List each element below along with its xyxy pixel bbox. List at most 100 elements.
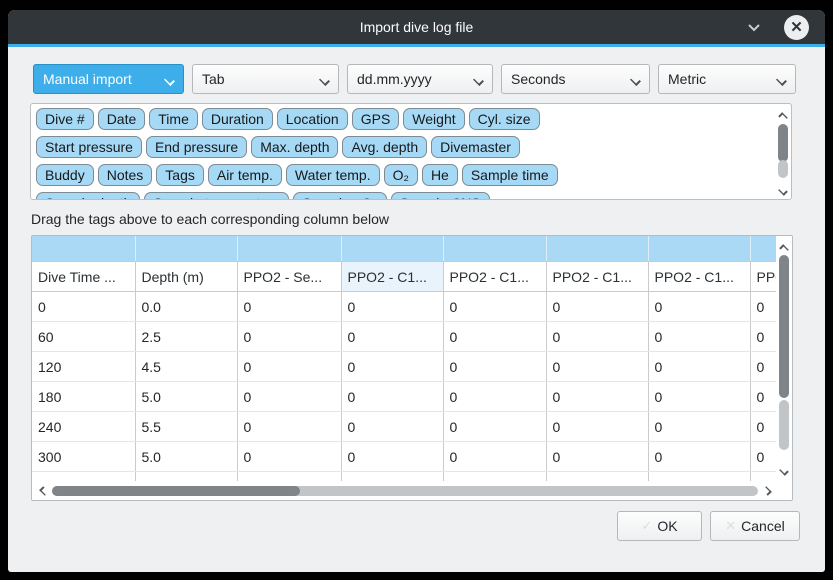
field-tag[interactable]: GPS [351,108,400,130]
header-row: Dive Time ... Depth (m) PPO2 - Se... PPO2 -… [32,261,776,292]
field-tag[interactable]: Sample time [461,164,558,186]
scroll-down-icon[interactable] [779,466,789,476]
table-cell: 0 [750,291,776,322]
duration-format-select[interactable]: Seconds [501,64,650,94]
partial-row [32,471,776,481]
field-tag[interactable]: End pressure [145,136,248,158]
column-drop-target[interactable] [237,236,342,262]
scroll-up-icon[interactable] [778,110,788,120]
field-tag[interactable]: Cyl. size [468,108,540,130]
field-tag[interactable]: Tags [156,164,204,186]
field-tag[interactable]: He [421,164,458,186]
field-tag[interactable]: Sample depth [36,192,141,199]
table-cell: 0 [546,411,649,442]
scroll-up-icon[interactable] [779,242,789,252]
instruction-text: Drag the tags above to each correspondin… [31,211,389,227]
import-mode-select[interactable]: Manual import [33,64,184,94]
column-header: PPO2 - C1... [750,261,776,292]
table-cell: 0 [341,381,444,412]
table-row: 60 2.5 0 0 0 0 0 0 [32,321,776,352]
table-row: 180 5.0 0 0 0 0 0 0 [32,381,776,412]
tag-row: Buddy Notes Tags Air temp. Water temp. O₂ He Sa… [36,164,769,186]
date-format-select[interactable]: dd.mm.yyyy [347,64,493,94]
table-cell: 0 [750,351,776,382]
field-tag[interactable]: Max. depth [251,136,339,158]
column-header: Dive Time ... [32,261,136,292]
field-tag[interactable]: Sample pO₂ [293,192,387,199]
cancel-button[interactable]: ✕ Cancel [710,511,800,541]
cancel-icon: ✕ [725,518,737,533]
field-tag[interactable]: Water temp. [285,164,380,186]
ok-button-label: OK [657,518,678,534]
cancel-button-label: Cancel [741,518,785,534]
field-tag[interactable]: Date [97,108,146,130]
chevron-down-icon [631,75,640,84]
table-cell: 0 [546,441,649,472]
field-tag[interactable]: Time [149,108,198,130]
scroll-right-icon[interactable] [762,486,772,496]
table-cell: 0.0 [135,291,238,322]
field-tag[interactable]: Weight [403,108,465,130]
drop-target-row [32,236,776,262]
table-vscroll-track[interactable] [779,400,789,450]
column-drop-target[interactable] [341,236,444,262]
column-drop-target[interactable] [443,236,547,262]
ok-button[interactable]: ✓ OK [617,511,702,541]
column-drop-target[interactable] [750,236,776,262]
table-hscroll-thumb[interactable] [52,486,300,496]
table-hscroll-track[interactable] [52,486,758,496]
table-cell: 5.5 [135,411,238,442]
field-tag[interactable]: Sample CNS [390,192,490,199]
tags-scrollbar[interactable] [777,110,789,196]
field-tag[interactable]: O₂ [383,164,418,186]
table-cell: 0 [546,321,649,352]
table-cell: 0 [750,441,776,472]
tag-row: Dive # Date Time Duration Location GPS Weight C… [36,108,769,130]
tags-scrollbar-track[interactable] [778,160,788,178]
table-cell: 0 [443,291,547,322]
titlebar[interactable]: Import dive log file ✕ [8,10,825,44]
field-tag[interactable]: Start pressure [36,136,142,158]
table-cell: 0 [546,351,649,382]
table-horizontal-scrollbar[interactable] [34,485,774,497]
field-tag[interactable]: Sample temperature [144,192,290,199]
table-cell: 0 [750,381,776,412]
scroll-down-icon[interactable] [778,186,788,196]
table-cell: 0 [648,441,751,472]
column-drop-target[interactable] [648,236,751,262]
column-drop-target[interactable] [546,236,649,262]
table-cell: 2.5 [135,321,238,352]
close-icon: ✕ [790,19,803,36]
table-cell: 0 [237,321,342,352]
shade-button[interactable] [745,19,763,35]
field-separator-select[interactable]: Tab [192,64,339,94]
field-separator-value: Tab [202,71,225,87]
table-cell: 0 [32,291,136,322]
table-cell: 0 [443,441,547,472]
column-drop-target[interactable] [32,236,136,262]
units-select[interactable]: Metric [658,64,796,94]
table-cell: 60 [32,321,136,352]
field-tag[interactable]: Avg. depth [342,136,428,158]
units-value: Metric [668,71,707,87]
table-cell: 0 [443,411,547,442]
chevron-down-icon [165,75,174,84]
table-vscroll-thumb[interactable] [779,255,789,398]
field-tag[interactable]: Divemaster [431,136,520,158]
table-cell [546,471,649,481]
field-tag[interactable]: Notes [97,164,153,186]
table-cell: 0 [546,381,649,412]
scroll-left-icon[interactable] [37,486,47,496]
field-tag[interactable]: Buddy [36,164,94,186]
field-tag[interactable]: Duration [201,108,273,130]
column-drop-target[interactable] [135,236,238,262]
field-tag[interactable]: Air temp. [207,164,282,186]
import-options-toolbar: Manual import Tab dd.mm.yyyy Seconds Met… [33,64,796,94]
close-button[interactable]: ✕ [784,15,809,40]
table-vertical-scrollbar[interactable] [778,238,790,481]
table-cell: 0 [546,291,649,322]
field-tag[interactable]: Location [276,108,348,130]
tags-scrollbar-thumb[interactable] [778,124,788,162]
field-tag[interactable]: Dive # [36,108,94,130]
